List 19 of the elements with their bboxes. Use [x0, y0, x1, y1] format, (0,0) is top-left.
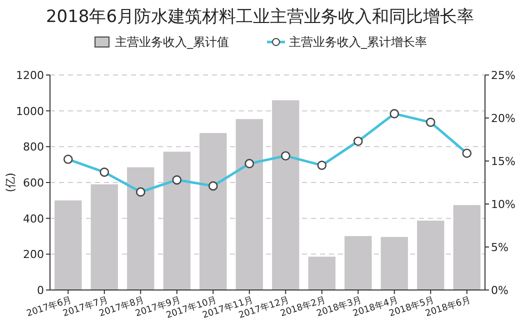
y2-tick-label: 25%: [491, 69, 516, 82]
y2-tick-label: 0%: [491, 284, 508, 297]
y2-tick-label: 5%: [491, 241, 508, 254]
chart-title: 2018年6月防水建筑材料工业主营业务收入和同比增长率: [46, 7, 474, 27]
y2-tick-label: 15%: [491, 155, 516, 168]
legend-label: 主营业务收入_累计值: [115, 35, 229, 49]
y-tick-label: 200: [23, 248, 44, 262]
y-tick-label: 0: [37, 284, 44, 297]
bar: [308, 256, 336, 290]
legend-label: 主营业务收入_累计增长率: [289, 35, 427, 49]
y-tick-label: 1000: [16, 104, 44, 118]
y-axis-title: (亿): [4, 172, 17, 192]
y-tick-label: 800: [23, 140, 44, 154]
y-tick-label: 1200: [16, 69, 44, 82]
y2-tick-label: 20%: [491, 112, 516, 125]
y-tick-label: 400: [23, 212, 44, 226]
bar: [380, 236, 408, 290]
y-tick-label: 600: [23, 176, 44, 190]
y2-tick-label: 10%: [491, 198, 516, 211]
